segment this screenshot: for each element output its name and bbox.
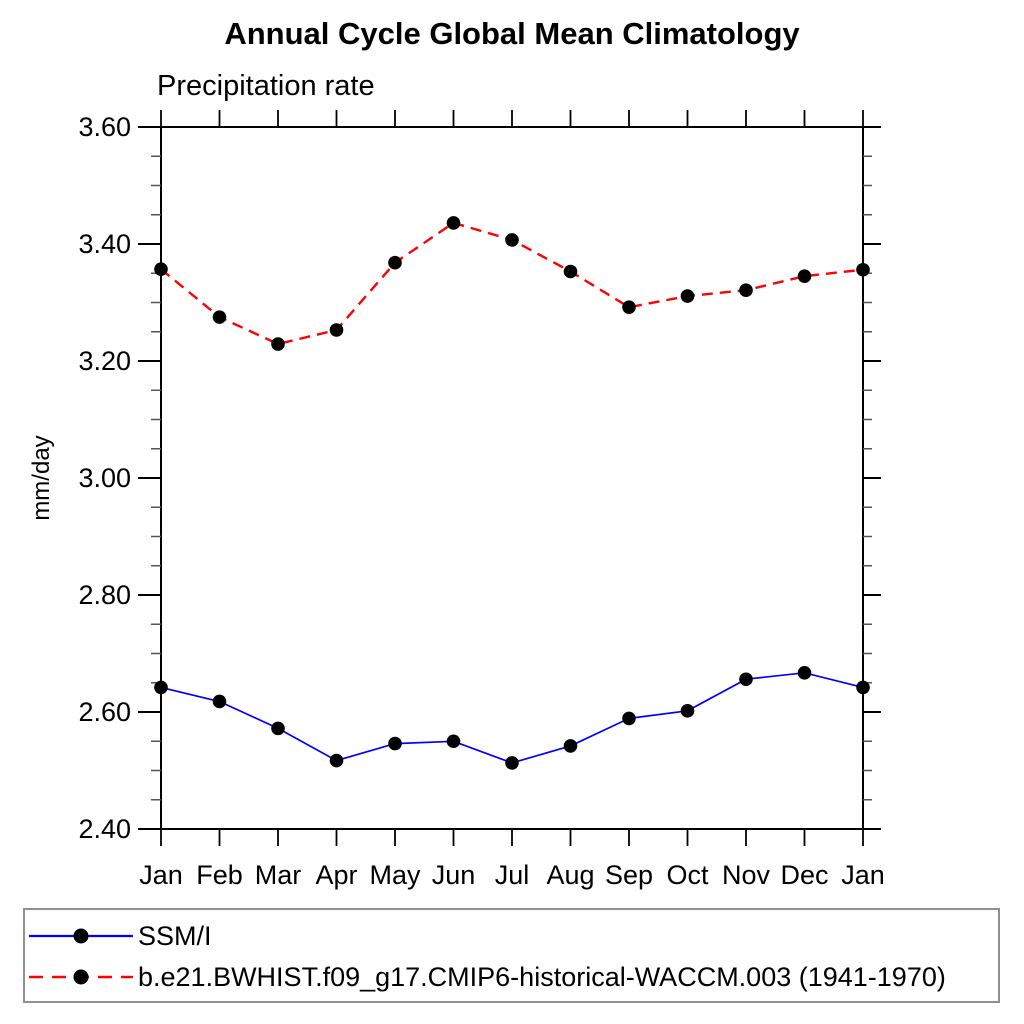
data-point-marker: [739, 672, 753, 687]
x-tick-label: Jun: [432, 860, 476, 890]
data-point-marker: [505, 756, 519, 770]
data-point-marker: [212, 694, 227, 709]
y-tick-label: 3.20: [78, 346, 131, 376]
data-point-marker: [797, 269, 812, 283]
data-point-marker: [446, 216, 461, 230]
data-point-marker: [856, 680, 870, 695]
legend-marker-dot-icon: [73, 928, 89, 944]
x-tick-label: May: [369, 860, 421, 890]
data-point-marker: [154, 262, 168, 276]
chart-subtitle: Precipitation rate: [157, 70, 375, 102]
x-tick-label: Sep: [605, 860, 653, 890]
data-point-marker: [622, 711, 636, 726]
x-tick-label: Dec: [780, 860, 828, 890]
y-tick-label: 2.60: [78, 697, 131, 727]
data-point-marker: [797, 666, 812, 680]
x-tick-label: Aug: [546, 860, 594, 890]
y-tick-label: 2.80: [78, 580, 131, 610]
data-point-marker: [680, 289, 695, 303]
data-point-marker: [154, 680, 168, 695]
data-point-marker: [739, 283, 753, 298]
data-point-marker: [329, 753, 344, 768]
data-point-marker: [563, 264, 578, 279]
data-point-marker: [680, 704, 695, 718]
x-tick-label: Jan: [841, 860, 885, 890]
legend-label-model: b.e21.BWHIST.f09_g17.CMIP6-historical-WA…: [138, 961, 946, 992]
series-line-0: [160, 671, 864, 764]
x-tick-label: Apr: [315, 860, 357, 890]
legend-box: SSM/I b.e21.BWHIST.f09_g17.CMIP6-histori…: [23, 908, 1000, 1003]
legend-item-model: b.e21.BWHIST.f09_g17.CMIP6-historical-WA…: [27, 957, 946, 997]
x-tick-label: Oct: [666, 860, 709, 890]
data-point-marker: [505, 233, 519, 247]
y-tick-label: 3.40: [78, 229, 131, 259]
y-tick-label: 3.00: [78, 463, 131, 493]
x-tick-label: Jan: [139, 860, 183, 890]
legend-item-ssmi: SSM/I: [27, 916, 212, 956]
y-tick-label: 3.60: [78, 112, 131, 142]
x-tick-label: Mar: [255, 860, 302, 890]
data-point-marker: [271, 337, 285, 351]
legend-line-solid-icon: [29, 928, 133, 944]
data-point-marker: [212, 310, 227, 324]
data-point-marker: [388, 736, 402, 751]
data-point-marker: [329, 323, 344, 337]
legend-label-ssmi: SSM/I: [138, 920, 212, 951]
legend-line-dashed-icon: [29, 969, 133, 985]
data-point-marker: [856, 262, 870, 277]
chart-title: Annual Cycle Global Mean Climatology: [224, 16, 800, 51]
y-tick-label: 2.40: [78, 814, 131, 844]
data-point-marker: [622, 300, 636, 314]
x-tick-label: Nov: [722, 860, 771, 890]
x-tick-label: Jul: [495, 860, 530, 890]
data-point-marker: [388, 255, 402, 270]
legend-marker-dot-icon: [73, 969, 89, 985]
x-tick-label: Feb: [196, 860, 243, 890]
data-point-marker: [446, 734, 461, 749]
data-point-marker: [563, 739, 578, 753]
data-point-marker: [271, 721, 285, 736]
